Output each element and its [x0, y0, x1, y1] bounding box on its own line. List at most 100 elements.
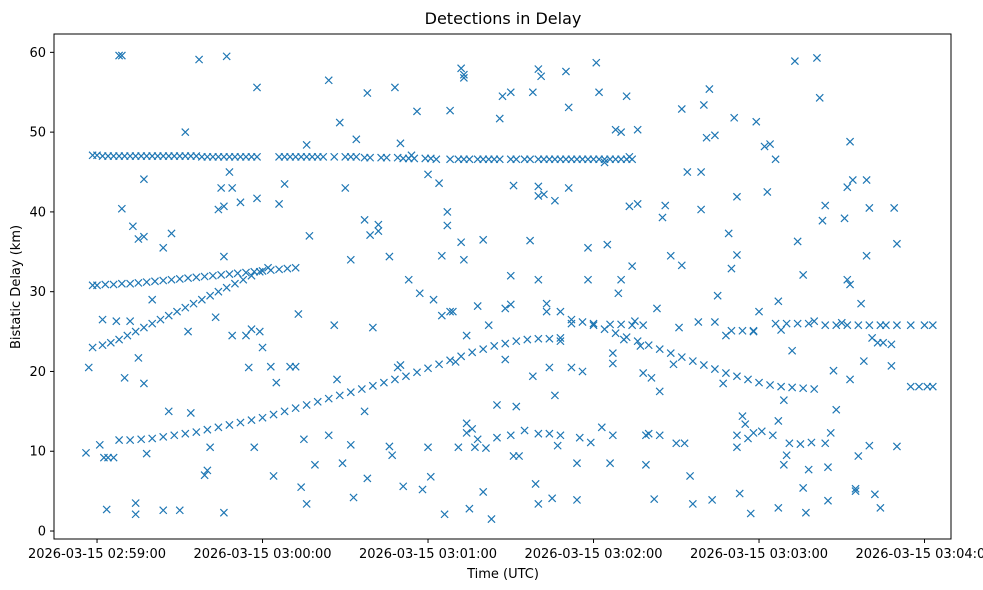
- data-point: [189, 299, 198, 308]
- data-point: [184, 327, 193, 336]
- data-point: [200, 272, 209, 281]
- x-axis-ticks: 2026-03-15 02:59:00 2026-03-15 03:00:00 20…: [28, 539, 983, 562]
- data-point: [446, 356, 455, 365]
- data-point: [534, 429, 543, 438]
- data-point: [291, 404, 300, 413]
- data-point: [396, 361, 405, 370]
- data-point: [495, 155, 504, 164]
- data-point: [686, 471, 695, 480]
- data-point: [774, 297, 783, 306]
- data-point: [137, 435, 146, 444]
- data-point: [617, 275, 626, 284]
- data-point: [446, 155, 455, 164]
- data-point: [840, 214, 849, 223]
- data-point: [914, 382, 924, 391]
- data-point: [159, 506, 168, 515]
- data-point: [920, 321, 929, 330]
- data-point: [319, 152, 328, 161]
- data-point: [399, 482, 408, 491]
- data-point: [561, 67, 570, 76]
- data-point: [672, 439, 681, 448]
- data-point: [264, 263, 273, 272]
- data-point: [506, 431, 515, 440]
- data-point: [313, 397, 322, 406]
- series-0: [88, 151, 637, 164]
- data-point: [857, 299, 866, 308]
- data-point: [247, 271, 256, 280]
- data-point: [928, 321, 937, 330]
- data-point: [534, 334, 543, 343]
- data-point: [534, 275, 543, 284]
- data-point: [730, 113, 739, 122]
- data-point: [346, 255, 355, 264]
- data-point: [846, 375, 855, 384]
- data-point: [93, 281, 102, 290]
- data-point: [865, 321, 874, 330]
- data-point: [396, 139, 405, 148]
- data-point: [870, 490, 879, 499]
- data-point: [788, 346, 797, 355]
- data-point: [548, 494, 557, 503]
- data-point: [655, 431, 664, 440]
- data-point: [101, 280, 110, 289]
- data-point: [330, 321, 339, 330]
- y-tick-label: 30: [29, 285, 46, 300]
- data-point: [382, 153, 391, 162]
- data-point: [564, 183, 573, 192]
- data-point: [556, 431, 565, 440]
- data-point: [84, 363, 93, 372]
- data-point: [195, 55, 204, 64]
- data-point: [451, 357, 460, 366]
- data-point: [186, 408, 195, 417]
- data-point: [459, 73, 468, 82]
- data-point: [501, 355, 510, 364]
- data-point: [843, 321, 852, 330]
- plot-area: [81, 51, 937, 524]
- data-point: [768, 431, 777, 440]
- data-point: [214, 205, 223, 214]
- data-point: [633, 199, 642, 208]
- data-point: [241, 268, 251, 277]
- data-point: [498, 92, 507, 101]
- data-point: [746, 509, 755, 518]
- data-point: [440, 510, 449, 519]
- data-point: [608, 359, 617, 368]
- data-point: [426, 472, 435, 481]
- data-point: [360, 215, 369, 224]
- data-point: [815, 93, 824, 102]
- data-point: [415, 289, 424, 298]
- data-point: [148, 295, 157, 304]
- data-point: [785, 439, 794, 448]
- data-point: [252, 152, 262, 161]
- data-point: [862, 175, 871, 185]
- data-point: [462, 428, 471, 437]
- data-point: [614, 289, 623, 298]
- data-point: [230, 279, 239, 288]
- data-point: [275, 199, 284, 208]
- data-point: [821, 439, 830, 448]
- data-point: [779, 460, 788, 469]
- data-point: [98, 341, 107, 350]
- data-point: [352, 152, 361, 161]
- data-point: [655, 387, 664, 396]
- data-point: [252, 83, 262, 92]
- data-point: [534, 65, 543, 74]
- data-point: [553, 441, 562, 450]
- data-point: [385, 252, 394, 261]
- data-point: [479, 235, 488, 244]
- data-point: [732, 443, 741, 452]
- data-point: [126, 317, 135, 326]
- data-point: [713, 291, 722, 300]
- data-point: [666, 251, 675, 260]
- data-point: [167, 229, 176, 238]
- data-point: [374, 220, 383, 229]
- data-point: [465, 504, 474, 513]
- data-point: [302, 499, 311, 508]
- y-tick-label: 40: [29, 205, 46, 220]
- data-point: [572, 495, 581, 504]
- data-point: [192, 273, 201, 282]
- data-point: [652, 304, 661, 313]
- data-point: [732, 250, 741, 260]
- data-point: [732, 192, 741, 201]
- data-point: [142, 278, 151, 287]
